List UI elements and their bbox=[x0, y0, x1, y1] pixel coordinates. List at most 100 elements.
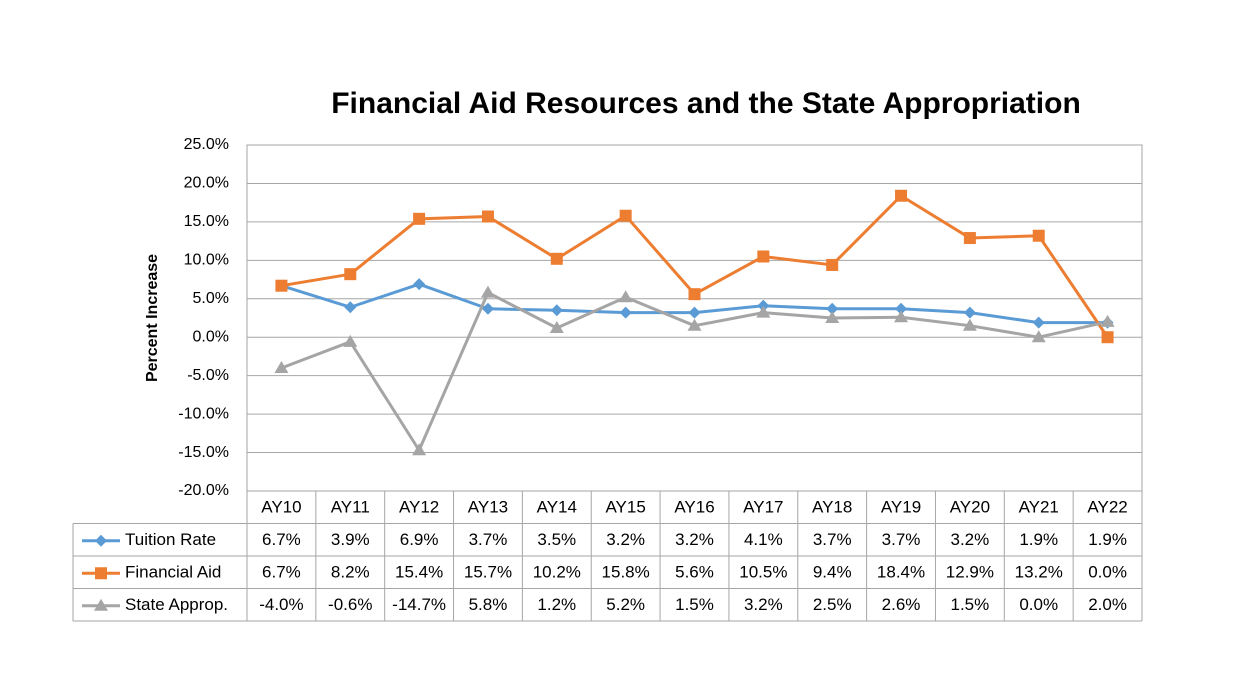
marker bbox=[619, 209, 632, 222]
marker bbox=[95, 567, 107, 580]
marker bbox=[826, 302, 839, 315]
table-value: 8.2% bbox=[331, 563, 370, 582]
marker bbox=[757, 250, 770, 263]
legend-label: State Approp. bbox=[125, 595, 228, 614]
marker bbox=[480, 285, 495, 298]
table-value: 15.4% bbox=[395, 563, 443, 582]
table-value: 1.5% bbox=[675, 595, 714, 614]
marker bbox=[963, 306, 976, 319]
table-value: 3.2% bbox=[675, 530, 714, 549]
y-tick-label: 0.0% bbox=[193, 328, 229, 345]
marker bbox=[1101, 331, 1114, 344]
table-value: 6.7% bbox=[262, 530, 301, 549]
x-tick-label: AY10 bbox=[261, 498, 301, 517]
marker bbox=[1100, 314, 1115, 327]
y-tick-label: -5.0% bbox=[187, 367, 229, 384]
table-value: 1.9% bbox=[1019, 530, 1058, 549]
y-axis-label: Percent Increase bbox=[144, 254, 161, 382]
marker bbox=[550, 304, 563, 317]
table-value: 3.5% bbox=[537, 530, 576, 549]
marker bbox=[481, 210, 494, 223]
table-value: -14.7% bbox=[392, 595, 446, 614]
table-value: 15.7% bbox=[464, 563, 512, 582]
marker bbox=[826, 258, 839, 271]
marker bbox=[895, 189, 908, 202]
y-tick-label: -15.0% bbox=[178, 444, 229, 461]
marker bbox=[274, 360, 289, 373]
x-tick-label: AY18 bbox=[812, 498, 852, 517]
table-value: 3.2% bbox=[951, 530, 990, 549]
x-tick-label: AY22 bbox=[1087, 498, 1127, 517]
table-value: 3.2% bbox=[606, 530, 645, 549]
marker bbox=[618, 290, 633, 303]
table-value: 6.7% bbox=[262, 563, 301, 582]
table-value: 0.0% bbox=[1019, 595, 1058, 614]
table-value: 3.9% bbox=[331, 530, 370, 549]
table-value: 18.4% bbox=[877, 563, 925, 582]
table-value: -4.0% bbox=[259, 595, 303, 614]
table-value: 3.2% bbox=[744, 595, 783, 614]
y-tick-label: 5.0% bbox=[193, 290, 229, 307]
table-value: 1.9% bbox=[1088, 530, 1127, 549]
table-value: 9.4% bbox=[813, 563, 852, 582]
table-value: 12.9% bbox=[946, 563, 994, 582]
x-tick-label: AY11 bbox=[331, 498, 370, 517]
marker bbox=[95, 534, 107, 547]
marker bbox=[343, 334, 358, 347]
marker bbox=[894, 310, 909, 323]
marker bbox=[1031, 330, 1046, 343]
y-tick-label: 25.0% bbox=[184, 136, 229, 153]
legend-label: Financial Aid bbox=[125, 563, 221, 582]
marker bbox=[344, 301, 357, 314]
table-value: 2.0% bbox=[1088, 595, 1127, 614]
x-tick-label: AY12 bbox=[399, 498, 439, 517]
y-tick-label: 15.0% bbox=[184, 213, 229, 230]
marker bbox=[963, 232, 976, 245]
x-tick-label: AY17 bbox=[743, 498, 783, 517]
plot-border bbox=[246, 144, 1143, 492]
table-value: 3.7% bbox=[882, 530, 921, 549]
table-value: -0.6% bbox=[328, 595, 372, 614]
table-value: 3.7% bbox=[469, 530, 508, 549]
marker bbox=[550, 252, 563, 265]
table-value: 10.5% bbox=[739, 563, 787, 582]
marker bbox=[94, 598, 108, 611]
table-value: 15.8% bbox=[602, 563, 650, 582]
table-value: 5.2% bbox=[606, 595, 645, 614]
marker bbox=[481, 302, 494, 315]
y-tick-label: 20.0% bbox=[184, 175, 229, 192]
marker bbox=[688, 288, 701, 301]
marker bbox=[825, 311, 840, 323]
marker bbox=[413, 212, 426, 225]
y-tick-label: -20.0% bbox=[178, 482, 229, 499]
x-tick-label: AY16 bbox=[674, 498, 714, 517]
table-value: 5.8% bbox=[469, 595, 508, 614]
marker bbox=[687, 318, 702, 331]
marker bbox=[412, 443, 427, 456]
y-tick-label: 10.0% bbox=[184, 252, 229, 269]
table-value: 0.0% bbox=[1088, 563, 1127, 582]
y-tick-label: -10.0% bbox=[178, 405, 229, 422]
marker bbox=[1032, 316, 1045, 329]
x-tick-label: AY13 bbox=[468, 498, 508, 517]
x-tick-label: AY21 bbox=[1019, 498, 1059, 517]
x-tick-label: AY20 bbox=[950, 498, 990, 517]
x-tick-label: AY14 bbox=[537, 498, 577, 517]
table-value: 5.6% bbox=[675, 563, 714, 582]
marker bbox=[275, 279, 288, 292]
marker bbox=[549, 320, 564, 333]
table-value: 6.9% bbox=[400, 530, 439, 549]
table-value: 1.2% bbox=[537, 595, 576, 614]
marker bbox=[688, 306, 701, 319]
table-value: 1.5% bbox=[951, 595, 990, 614]
table-value: 10.2% bbox=[533, 563, 581, 582]
marker bbox=[895, 302, 908, 315]
marker bbox=[962, 318, 977, 331]
chart-title: Financial Aid Resources and the State Ap… bbox=[331, 87, 1081, 120]
table-value: 2.5% bbox=[813, 595, 852, 614]
marker bbox=[756, 305, 771, 318]
table-value: 3.7% bbox=[813, 530, 852, 549]
marker bbox=[344, 268, 357, 281]
